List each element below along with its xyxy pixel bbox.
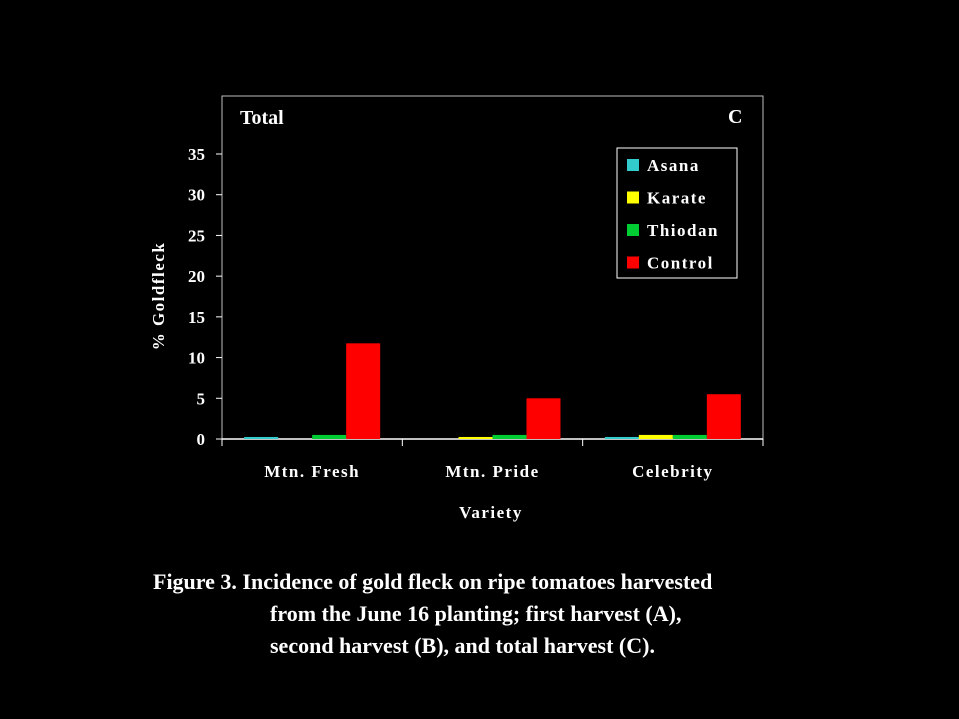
y-tick-label: 10 — [188, 349, 205, 368]
y-tick-label: 20 — [188, 267, 205, 286]
bar-asana — [604, 436, 639, 439]
y-tick-label: 0 — [197, 430, 206, 449]
figure-caption: Figure 3. Incidence of gold fleck on rip… — [153, 566, 933, 662]
bar-thiodan — [312, 434, 347, 439]
y-axis: 0 5 10 15 20 25 30 35 — [188, 145, 222, 449]
bar-thiodan — [492, 434, 527, 439]
caption-line-1: Figure 3. Incidence of gold fleck on rip… — [153, 569, 713, 594]
bar-thiodan — [672, 434, 707, 439]
bar-karate — [638, 434, 673, 439]
legend-label-thiodan: Thiodan — [647, 221, 719, 240]
legend-swatch-control — [627, 256, 639, 269]
caption-line-3: second harvest (B), and total harvest (C… — [270, 633, 655, 658]
legend-swatch-asana — [627, 159, 639, 171]
y-tick-label: 35 — [188, 145, 205, 164]
bar-control — [706, 394, 741, 439]
bars — [244, 343, 741, 439]
bar-asana — [244, 436, 279, 439]
y-tick-label: 5 — [197, 389, 206, 408]
y-tick-label: 15 — [188, 308, 205, 327]
x-tick-label: Mtn. Fresh — [264, 462, 360, 481]
legend: Asana Karate Thiodan Control — [616, 147, 738, 279]
legend-label-control: Control — [647, 254, 714, 273]
x-axis: Mtn. Fresh Mtn. Pride Celebrity — [221, 438, 764, 481]
x-axis-label: Variety — [459, 503, 523, 522]
x-tick-label: Celebrity — [632, 462, 713, 481]
legend-label-karate: Karate — [647, 189, 707, 208]
y-tick-label: 30 — [188, 186, 205, 205]
panel-letter: C — [728, 106, 742, 128]
bar-karate — [458, 436, 493, 439]
legend-swatch-thiodan — [627, 224, 639, 236]
panel-title: Total — [240, 107, 284, 129]
goldfleck-bar-chart: Total C 0 5 10 15 20 25 30 35 Mtn. Fresh Mtn. Pr… — [149, 95, 764, 522]
x-tick-label: Mtn. Pride — [445, 462, 539, 481]
bar-control — [526, 398, 561, 439]
bar-control — [346, 343, 381, 439]
y-tick-label: 25 — [188, 226, 205, 245]
y-axis-label: % Goldfleck — [149, 242, 168, 351]
caption-line-2: from the June 16 planting; first harvest… — [270, 601, 682, 626]
legend-label-asana: Asana — [647, 156, 700, 175]
legend-swatch-karate — [627, 191, 639, 204]
